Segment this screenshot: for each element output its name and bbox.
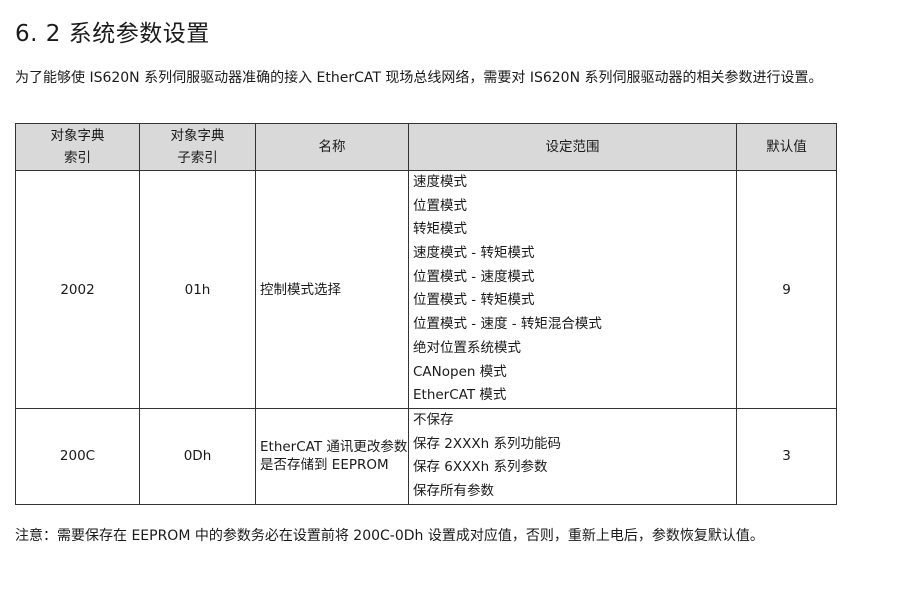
header-range: 设定范围	[408, 123, 737, 171]
header-default: 默认值	[736, 123, 837, 171]
table-row: 200C 0Dh EtherCAT 通讯更改参数是否存储到 EEPROM 不保存…	[15, 408, 837, 505]
section-title: 6. 2 系统参数设置	[15, 21, 210, 47]
range-option: 速度模式	[413, 174, 467, 190]
header-text: 索引	[64, 150, 91, 166]
cell-name: 控制模式选择	[255, 170, 409, 409]
cell-index: 2002	[15, 170, 140, 409]
header-index: 对象字典 索引	[15, 123, 140, 171]
range-option: 保存 6XXXh 系列参数	[413, 459, 548, 476]
header-text: 对象字典	[50, 128, 105, 144]
range-option: 绝对位置系统模式	[413, 339, 521, 356]
cell-range: 不保存保存 2XXXh 系列功能码 保存 6XXXh 系列参数 保存所有参数	[408, 408, 737, 505]
range-option: 位置模式	[413, 197, 467, 214]
cell-name: EtherCAT 通讯更改参数是否存储到 EEPROM	[255, 408, 409, 505]
header-text: 子索引	[177, 150, 218, 166]
range-option: 位置模式 - 转矩模式	[413, 292, 535, 309]
range-option: 位置模式 - 速度 - 转矩混合模式	[413, 316, 602, 333]
table-header-row: 对象字典索引 对象字典子索引 名称 设定范围 默认值	[15, 123, 837, 171]
table-row: 2002 01h 控制模式选择 速度模式 位置模式 转矩模式 速度模式 - 转矩模式位…	[15, 170, 837, 409]
range-option: 不保存	[413, 412, 454, 428]
header-name: 名称	[255, 123, 409, 171]
header-subindex: 对象字典 子索引	[139, 123, 256, 171]
cell-subindex: 0Dh	[139, 408, 256, 505]
cell-range: 速度模式 位置模式 转矩模式 速度模式 - 转矩模式 位置模式 - 速度模式 位置模式 -…	[408, 170, 737, 409]
parameter-table: 对象字典索引 对象字典子索引 名称 设定范围 默认值 2002 01h 控制模式…	[15, 123, 837, 505]
range-option: EtherCAT 模式	[413, 387, 507, 404]
range-option: 位置模式 - 速度模式	[413, 268, 535, 285]
range-option: 转矩模式	[413, 221, 467, 238]
cell-default: 3	[736, 408, 837, 505]
range-option: CANopen 模式	[413, 363, 507, 380]
note-text: 注意：需要保存在 EEPROM 中的参数务必在设置前将 200C-0Dh 设置成…	[15, 528, 764, 544]
range-option: 保存所有参数	[413, 483, 494, 500]
cell-default: 9	[736, 170, 837, 409]
range-option: 保存 2XXXh 系列功能码	[413, 435, 561, 452]
cell-index: 200C	[15, 408, 140, 505]
cell-subindex: 01h	[139, 170, 256, 409]
intro-paragraph: 为了能够使 IS620N 系列伺服驱动器准确的接入 EtherCAT 现场总线网…	[15, 70, 823, 86]
header-text: 对象字典	[170, 128, 225, 144]
range-option: 速度模式 - 转矩模式	[413, 245, 535, 262]
